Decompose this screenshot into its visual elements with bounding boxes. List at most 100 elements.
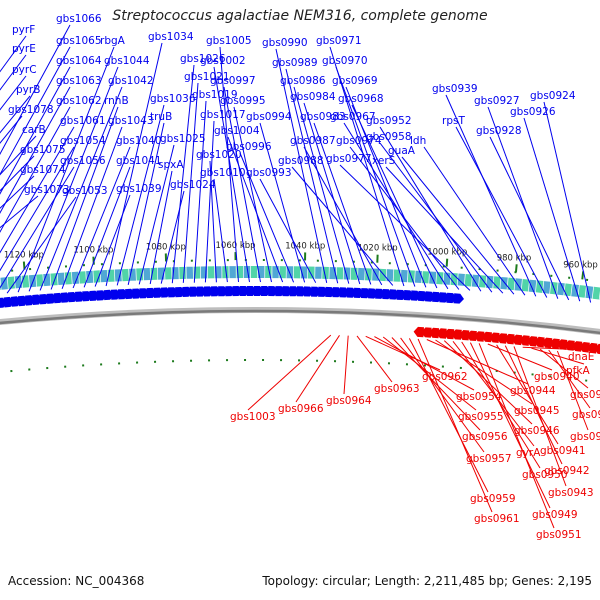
reverse-label-leader bbox=[343, 335, 349, 395]
feature-block bbox=[307, 266, 315, 279]
forward-label-leader bbox=[213, 178, 228, 283]
reverse-gene-label: gbs0933 bbox=[572, 409, 600, 421]
feature-block bbox=[436, 272, 444, 285]
feature-block bbox=[14, 275, 23, 289]
forward-gene-label: gbs0939 bbox=[432, 83, 478, 95]
forward-label-leader bbox=[105, 42, 163, 287]
reverse-label-leader bbox=[356, 335, 393, 383]
forward-gene-label: gbs0989 bbox=[272, 57, 318, 69]
forward-label-leader bbox=[227, 136, 284, 283]
feature-block bbox=[79, 271, 87, 284]
forward-gene-label: gbs1017 bbox=[200, 109, 246, 121]
reverse-gene-label: gbs0941 bbox=[540, 445, 586, 457]
feature-block bbox=[578, 285, 587, 298]
reverse-gene-arrow bbox=[413, 326, 424, 338]
forward-label-leader bbox=[83, 166, 131, 288]
reverse-gene-label: gbs0963 bbox=[374, 383, 420, 395]
forward-label-leader bbox=[39, 86, 123, 291]
kbp-tick-label: 1020 kbp bbox=[358, 244, 398, 254]
forward-gene-label: gbs0993 bbox=[246, 167, 292, 179]
forward-label-leader bbox=[219, 46, 239, 283]
feature-block bbox=[564, 283, 572, 297]
feature-block bbox=[471, 274, 480, 287]
feature-block bbox=[528, 279, 537, 293]
reverse-gene-arrow bbox=[534, 336, 545, 348]
forward-label-leader bbox=[445, 94, 537, 297]
feature-block bbox=[507, 277, 515, 291]
reverse-gene-label: gbs0961 bbox=[474, 513, 520, 525]
forward-gene-label: gbs0996 bbox=[226, 141, 272, 153]
forward-gene-label: gbs0995 bbox=[220, 95, 266, 107]
reverse-label-leader bbox=[391, 337, 481, 431]
forward-gene-label: gbs1040 bbox=[116, 135, 162, 147]
forward-label-leader bbox=[313, 122, 372, 285]
forward-label-leader bbox=[303, 102, 361, 285]
reverse-gene-arrow bbox=[586, 342, 598, 354]
forward-gene-label: gbs1004 bbox=[214, 125, 260, 137]
kbp-tick-label: 1000 kbp bbox=[427, 248, 467, 258]
reverse-gene-label: gbs0943 bbox=[548, 487, 594, 499]
reverse-gene-label: gbs0957 bbox=[466, 453, 512, 465]
forward-label-leader bbox=[329, 46, 405, 287]
reverse-gene-label: gbs0935 bbox=[570, 431, 600, 443]
feature-block bbox=[222, 266, 229, 279]
feature-block bbox=[414, 270, 422, 283]
reverse-label-leader bbox=[531, 347, 585, 365]
forward-label-leader bbox=[351, 104, 438, 289]
forward-label-leader bbox=[339, 164, 471, 291]
forward-label-leader bbox=[0, 86, 71, 214]
forward-gene-label: gbs0968 bbox=[338, 93, 384, 105]
forward-label-leader bbox=[293, 86, 350, 284]
feature-block bbox=[315, 266, 322, 279]
feature-block bbox=[464, 274, 473, 287]
forward-label-leader bbox=[94, 194, 131, 287]
forward-label-leader bbox=[487, 106, 559, 299]
forward-label-leader bbox=[6, 196, 77, 294]
forward-gene-label: gbs1066 bbox=[56, 13, 102, 25]
kbp-tick-label: 1100 kbp bbox=[73, 246, 113, 256]
feature-block bbox=[229, 266, 236, 279]
forward-gene-label: gbs1026 bbox=[180, 53, 226, 65]
reverse-gene-arrow bbox=[421, 327, 432, 338]
forward-gene-label: gbs0984 bbox=[290, 91, 336, 103]
forward-label-leader bbox=[335, 66, 416, 287]
forward-label-leader bbox=[523, 117, 581, 302]
reverse-label-leader bbox=[365, 335, 441, 371]
forward-gene-label: gbs1043 bbox=[108, 115, 154, 127]
forward-gene-label: gbs0926 bbox=[510, 106, 556, 118]
forward-gene-label: pyrB bbox=[16, 84, 40, 96]
feature-block bbox=[93, 270, 101, 283]
forward-gene-label: gbs1062 bbox=[56, 95, 102, 107]
reverse-gene-label: gbs0956 bbox=[462, 431, 508, 443]
forward-gene-label: gbs0924 bbox=[530, 90, 576, 102]
forward-label-leader bbox=[455, 126, 548, 298]
forward-label-leader bbox=[138, 144, 175, 285]
forward-label-leader bbox=[0, 106, 71, 233]
forward-label-leader bbox=[0, 146, 75, 272]
forward-gene-label: ldh bbox=[410, 135, 426, 147]
feature-block bbox=[422, 271, 430, 284]
reverse-label-leader bbox=[443, 340, 533, 425]
forward-gene-label: gbs0928 bbox=[476, 125, 522, 137]
forward-label-leader bbox=[0, 135, 37, 176]
backbone bbox=[0, 309, 600, 335]
forward-label-leader bbox=[213, 66, 250, 283]
kbp-tick bbox=[445, 258, 449, 267]
accession-text: Accession: NC_004368 bbox=[8, 574, 145, 588]
feature-block bbox=[450, 273, 458, 286]
feature-block bbox=[143, 268, 151, 281]
reverse-gene-arrow bbox=[428, 327, 440, 339]
feature-block bbox=[386, 269, 394, 282]
feature-block bbox=[57, 272, 65, 285]
reverse-gene-label: pfkA bbox=[566, 365, 590, 377]
reverse-gene-arrow bbox=[458, 330, 470, 341]
forward-gene-label: gbs0971 bbox=[316, 35, 362, 47]
feature-block bbox=[557, 282, 565, 296]
feature-block bbox=[0, 277, 8, 290]
forward-label-leader bbox=[423, 146, 526, 296]
feature-block bbox=[71, 271, 79, 284]
reverse-gene-label: gbs1003 bbox=[230, 411, 276, 423]
feature-block bbox=[521, 279, 530, 292]
